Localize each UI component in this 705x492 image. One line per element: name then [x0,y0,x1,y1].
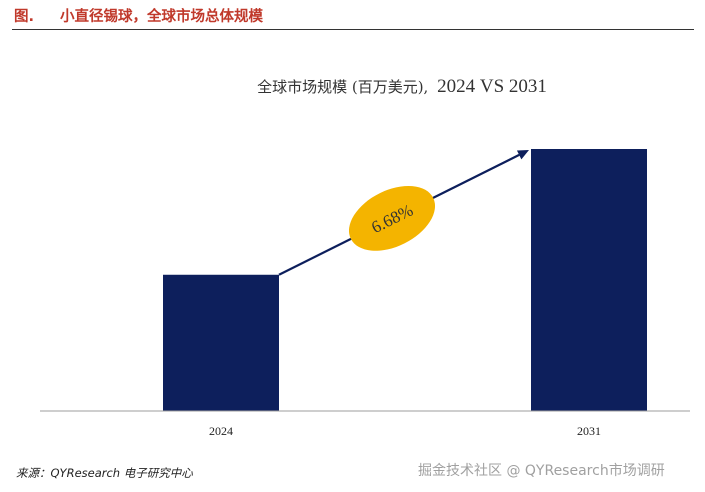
watermark: 掘金技术社区 @ QYResearch市场调研 [418,463,665,479]
growth-badge [348,185,436,251]
chart-title-cn: 全球市场规模 (百万美元), [257,78,428,96]
x-tick-label-2024: 2024 [209,424,233,438]
figure-header: 图. 小直径锡球，全球市场总体规模 [14,5,263,26]
source-note: 来源：QYResearch 电子研究中心 [16,466,193,480]
chart-title-en: 2024 VS 2031 [437,76,547,97]
header-divider [12,29,694,30]
growth-arrowhead [516,150,529,160]
figure-label: 图. [14,9,35,25]
chart-title: 全球市场规模 (百万美元), 2024 VS 2031 [257,76,547,97]
x-tick-label-2031: 2031 [577,424,601,438]
figure-title: 小直径锡球，全球市场总体规模 [60,9,263,25]
bar-2024 [163,274,279,411]
bar-2031 [531,149,647,411]
